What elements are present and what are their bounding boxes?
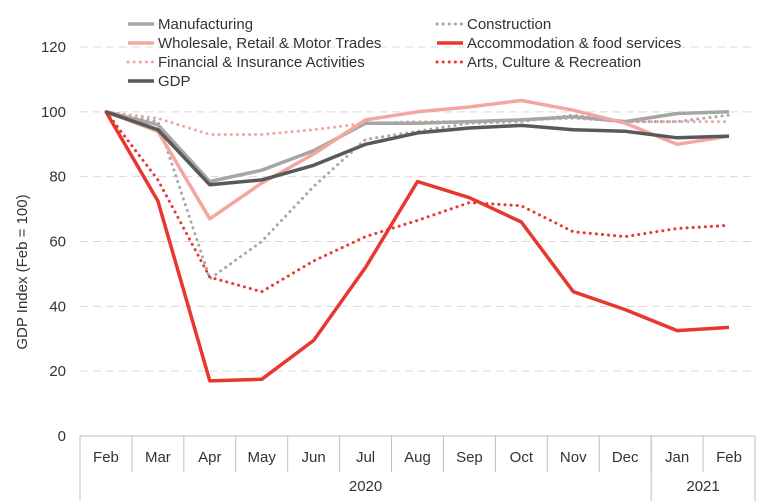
series-line <box>104 110 730 383</box>
series-line <box>105 110 730 184</box>
x-tick-label: Apr <box>198 449 221 466</box>
x-tick-label: Jun <box>302 449 326 466</box>
year-label: 2020 <box>349 478 382 495</box>
x-tick-label: Jul <box>356 449 375 466</box>
legend-label: GDP <box>158 73 191 90</box>
x-tick-label: Dec <box>612 449 639 466</box>
y-tick-label: 40 <box>49 298 66 315</box>
y-tick-label: 60 <box>49 234 66 251</box>
x-tick-label: Mar <box>145 449 171 466</box>
y-tick-label: 100 <box>41 104 66 121</box>
y-tick-label: 80 <box>49 169 66 186</box>
legend-label: Arts, Culture & Recreation <box>467 54 641 71</box>
year-label: 2021 <box>686 478 719 495</box>
legend-label: Financial & Insurance Activities <box>158 54 365 71</box>
x-tick-label: Oct <box>510 449 534 466</box>
gridlines <box>80 46 755 372</box>
x-tick-label: May <box>248 449 277 466</box>
x-tick-label: Aug <box>404 449 431 466</box>
series-line <box>104 110 731 281</box>
x-tick-label: Jan <box>665 449 689 466</box>
legend-label: Accommodation & food services <box>467 35 681 52</box>
legend-label: Wholesale, Retail & Motor Trades <box>158 35 381 52</box>
x-tick-label: Feb <box>716 449 742 466</box>
series-lines <box>104 98 731 383</box>
x-tick-label: Nov <box>560 449 587 466</box>
legend-label: Manufacturing <box>158 16 253 33</box>
x-tick-label: Sep <box>456 449 483 466</box>
y-tick-label: 120 <box>41 39 66 56</box>
legend: Manufacturing Construction Wholesale, Reta… <box>126 16 681 90</box>
series-line <box>104 110 731 294</box>
y-axis-title: GDP Index (Feb = 100) <box>14 194 31 349</box>
y-axis-ticks: 0 20 40 60 80 100 120 <box>41 39 66 445</box>
x-tick-label: Feb <box>93 449 119 466</box>
series-line <box>105 110 730 187</box>
x-axis: Feb Mar Apr May Jun Jul Aug Sep Oct Nov Dec Jan Feb 2… <box>79 435 756 501</box>
series-line <box>105 98 730 221</box>
y-tick-label: 20 <box>49 363 66 380</box>
y-tick-label: 0 <box>58 428 66 445</box>
legend-label: Construction <box>467 16 551 33</box>
